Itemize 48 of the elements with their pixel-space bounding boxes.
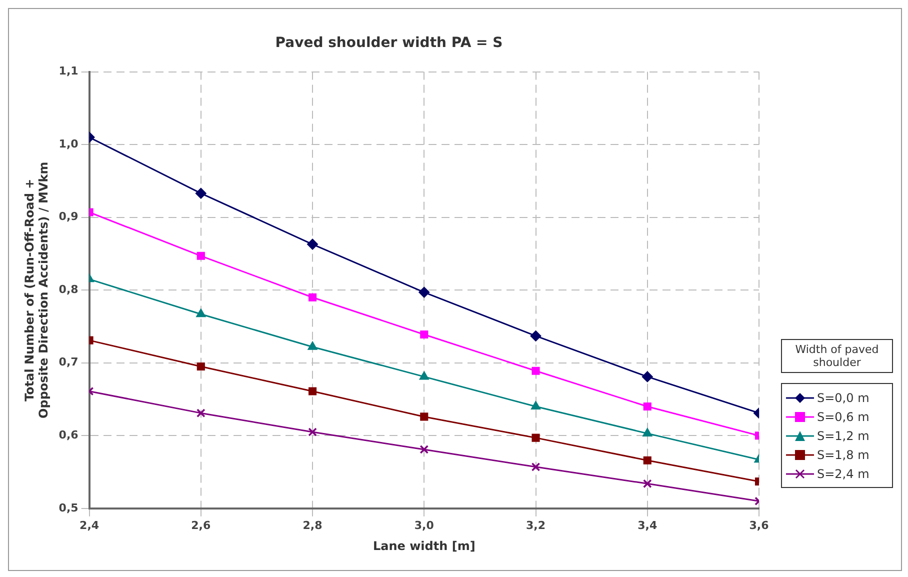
chart-title: Paved shoulder width PA = S: [275, 35, 503, 52]
point: [418, 286, 430, 298]
point: [308, 428, 317, 436]
point: [307, 238, 318, 250]
point: [420, 412, 428, 421]
legend-title: Width of paved shoulder: [781, 339, 893, 373]
point: [643, 456, 652, 464]
point: [308, 387, 317, 396]
y-tick-label: 1,0: [58, 137, 79, 150]
x-tick-label: 2,4: [80, 518, 100, 532]
point: [196, 252, 205, 260]
point: [642, 371, 653, 382]
legend-label: S=1,2 m: [817, 428, 870, 442]
y-tick-label: 0,7: [58, 356, 78, 369]
point: [531, 462, 540, 472]
point: [530, 330, 542, 342]
point: [532, 434, 540, 442]
legend-label: S=0,6 m: [817, 410, 870, 424]
point: [642, 428, 652, 436]
point: [196, 408, 206, 418]
x-tick-label: 2,8: [302, 518, 322, 532]
point: [419, 371, 429, 380]
point: [308, 341, 318, 350]
legend-label: S=0,0 m: [817, 390, 870, 404]
y-tick-label: 0,5: [58, 501, 78, 514]
point: [196, 308, 206, 318]
point: [420, 445, 429, 454]
y-tick-label: 0,8: [58, 282, 78, 296]
x-axis-title: Lane width [m]: [372, 538, 476, 553]
point: [643, 402, 652, 411]
x-tick-label: 3,4: [638, 518, 658, 532]
point: [196, 362, 205, 371]
point: [308, 293, 317, 302]
point: [420, 330, 428, 339]
point: [195, 188, 206, 199]
y-tick-label: 0,9: [58, 210, 78, 224]
point: [642, 479, 652, 488]
x-tick-label: 2,6: [191, 518, 211, 532]
point: [532, 366, 540, 375]
y-tick-label: 0,6: [58, 428, 79, 442]
y-axis-title: Total Number of (Run-Off-Road + Opposite Direction Accidents) / MVkm: [22, 162, 51, 418]
legend-label: S=1,8 m: [817, 448, 870, 462]
legend-label: S=2,4 m: [817, 466, 870, 480]
x-tick-label: 3,6: [749, 518, 770, 532]
y-tick-label: 1,1: [58, 64, 78, 78]
x-tick-label: 3,2: [526, 518, 546, 532]
x-tick-label: 3,0: [414, 518, 434, 532]
point: [530, 401, 541, 410]
